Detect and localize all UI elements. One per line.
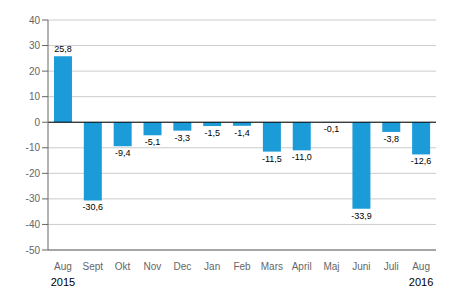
svg-text:20: 20	[29, 66, 41, 77]
svg-text:-9,4: -9,4	[115, 148, 131, 158]
svg-text:Mars: Mars	[261, 261, 283, 272]
svg-text:-3,3: -3,3	[175, 133, 191, 143]
svg-text:-10: -10	[26, 142, 41, 153]
svg-text:-1,5: -1,5	[204, 128, 220, 138]
svg-text:-50: -50	[26, 245, 41, 256]
svg-text:10: 10	[29, 91, 41, 102]
svg-text:30: 30	[29, 40, 41, 51]
svg-text:Aug: Aug	[412, 261, 430, 272]
svg-text:-5,1: -5,1	[145, 137, 161, 147]
svg-text:-30,6: -30,6	[83, 202, 104, 212]
svg-text:Dec: Dec	[173, 261, 191, 272]
svg-text:-30: -30	[26, 193, 41, 204]
svg-text:40: 40	[29, 15, 41, 26]
svg-text:Feb: Feb	[233, 261, 251, 272]
svg-text:-3,8: -3,8	[384, 134, 400, 144]
svg-text:0: 0	[34, 117, 40, 128]
svg-text:-11,5: -11,5	[262, 154, 282, 164]
svg-text:-20: -20	[26, 168, 41, 179]
svg-text:25,8: 25,8	[54, 44, 72, 54]
svg-text:-33,9: -33,9	[351, 211, 372, 221]
svg-text:2016: 2016	[409, 276, 433, 288]
svg-text:Nov: Nov	[144, 261, 162, 272]
svg-text:Aug: Aug	[54, 261, 72, 272]
svg-text:Sept: Sept	[82, 261, 103, 272]
svg-text:-11,0: -11,0	[292, 152, 312, 162]
svg-text:2015: 2015	[51, 276, 75, 288]
svg-text:Juli: Juli	[384, 261, 399, 272]
svg-text:Jan: Jan	[204, 261, 220, 272]
svg-text:Okt: Okt	[115, 261, 131, 272]
svg-text:Juni: Juni	[352, 261, 370, 272]
svg-text:-40: -40	[26, 219, 41, 230]
svg-text:Maj: Maj	[323, 261, 339, 272]
svg-text:-1,4: -1,4	[234, 128, 250, 138]
svg-text:-12,6: -12,6	[411, 156, 432, 166]
svg-text:-0,1: -0,1	[324, 124, 340, 134]
svg-text:April: April	[292, 261, 312, 272]
